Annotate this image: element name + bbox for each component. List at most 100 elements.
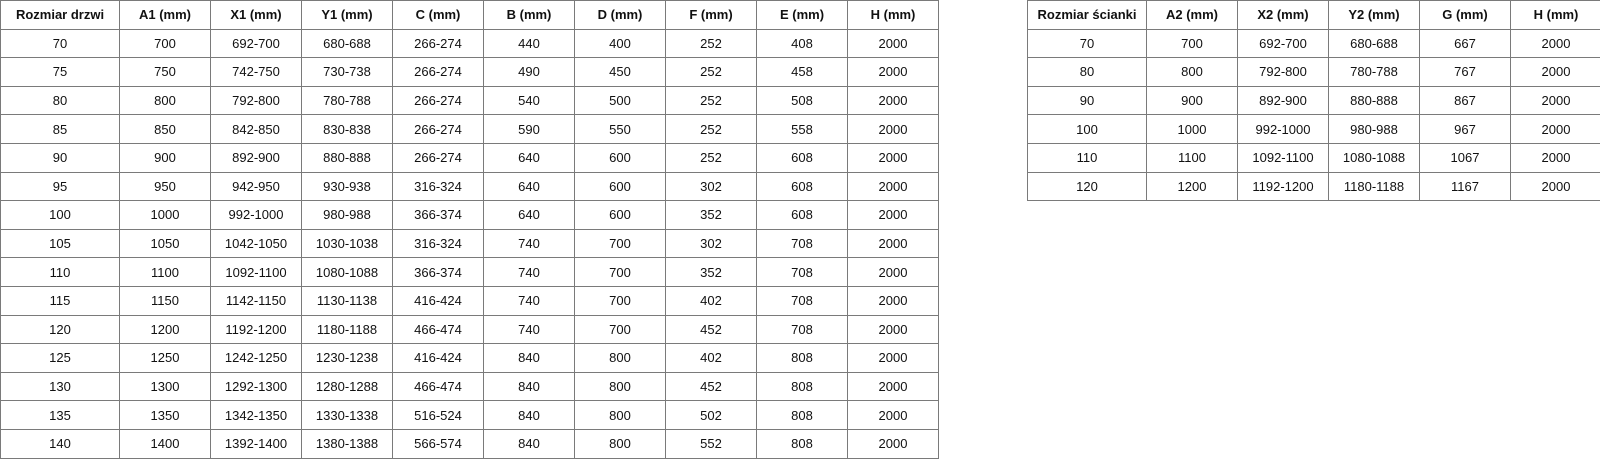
column-header: B (mm) [483, 0, 575, 30]
table-cell: 1330-1338 [301, 400, 393, 430]
table-cell: 100 [1027, 114, 1147, 144]
table-cell: 266-274 [392, 57, 484, 87]
table-cell: 600 [574, 200, 666, 230]
table-cell: 95 [0, 171, 120, 202]
table-cell: 2000 [847, 314, 939, 345]
table-cell: 140 [0, 428, 120, 459]
table-cell: 2000 [847, 343, 939, 373]
table-cell: 800 [1146, 57, 1238, 87]
table-cell: 2000 [847, 228, 939, 259]
column-header: X2 (mm) [1237, 0, 1329, 30]
column-header: G (mm) [1419, 0, 1511, 30]
table-row: 100 1000 992-1000 980-988 967 2000 [1027, 114, 1600, 144]
table-cell: 352 [665, 200, 757, 230]
table-cell: 120 [0, 314, 120, 345]
table-cell: 2000 [847, 28, 939, 59]
column-header: D (mm) [574, 0, 666, 30]
table-cell: 700 [574, 228, 666, 259]
table-cell: 742-750 [210, 57, 302, 87]
column-header: Y1 (mm) [301, 0, 393, 30]
table-cell: 1130-1138 [301, 285, 393, 316]
table-cell: 2000 [1510, 28, 1600, 59]
table-cell: 2000 [1510, 171, 1600, 202]
table-cell: 640 [483, 200, 575, 230]
table-cell: 466-474 [392, 314, 484, 345]
table-cell: 1092-1100 [1237, 142, 1329, 173]
table-cell: 808 [756, 371, 848, 402]
table-cell: 800 [574, 343, 666, 373]
table-row: 110 1100 1092-1100 1080-1088 366-374 740 700 35… [0, 257, 939, 287]
table-cell: 1200 [1146, 171, 1238, 202]
table-cell: 840 [483, 371, 575, 402]
column-header: F (mm) [665, 0, 757, 30]
table-cell: 2000 [847, 57, 939, 87]
table-cell: 708 [756, 257, 848, 287]
table-cell: 767 [1419, 57, 1511, 87]
table-cell: 930-938 [301, 171, 393, 202]
table-cell: 452 [665, 314, 757, 345]
column-header: Rozmiar drzwi [0, 0, 120, 30]
table-row: 70 700 692-700 680-688 667 2000 [1027, 28, 1600, 59]
table-row: 140 1400 1392-1400 1380-1388 566-574 840 800 55… [0, 428, 939, 459]
table-cell: 70 [0, 28, 120, 59]
table-cell: 2000 [847, 200, 939, 230]
table-cell: 730-738 [301, 57, 393, 87]
table-cell: 830-838 [301, 114, 393, 144]
table-cell: 302 [665, 171, 757, 202]
table-cell: 2000 [1510, 85, 1600, 116]
table-row: 95 950 942-950 930-938 316-324 640 600 302 608 20… [0, 171, 939, 202]
table-cell: 700 [574, 285, 666, 316]
table-cell: 1250 [119, 343, 211, 373]
table-cell: 1180-1188 [1328, 171, 1420, 202]
table-cell: 402 [665, 343, 757, 373]
table-cell: 1350 [119, 400, 211, 430]
table-row: 75 750 742-750 730-738 266-274 490 450 252 458 20… [0, 57, 939, 87]
table-cell: 352 [665, 257, 757, 287]
table-cell: 640 [483, 142, 575, 173]
table-cell: 1150 [119, 285, 211, 316]
table-cell: 1242-1250 [210, 343, 302, 373]
table-cell: 780-788 [1328, 57, 1420, 87]
wall-dimensions-table: Rozmiar ścianki A2 (mm) X2 (mm) Y2 (mm) G (m… [1027, 0, 1600, 202]
table-row: 125 1250 1242-1250 1230-1238 416-424 840 800 40… [0, 343, 939, 373]
table-cell: 1380-1388 [301, 428, 393, 459]
table-cell: 892-900 [1237, 85, 1329, 116]
table-cell: 840 [483, 400, 575, 430]
table-cell: 1300 [119, 371, 211, 402]
table-cell: 680-688 [301, 28, 393, 59]
column-header: H (mm) [1510, 0, 1600, 30]
table-cell: 252 [665, 57, 757, 87]
table-cell: 808 [756, 343, 848, 373]
table-cell: 842-850 [210, 114, 302, 144]
column-header: A1 (mm) [119, 0, 211, 30]
table-cell: 508 [756, 85, 848, 116]
table-cell: 316-324 [392, 171, 484, 202]
table-cell: 600 [574, 171, 666, 202]
table-cell: 692-700 [1237, 28, 1329, 59]
table-cell: 708 [756, 285, 848, 316]
table-row: 115 1150 1142-1150 1130-1138 416-424 740 700 40… [0, 285, 939, 316]
table-cell: 490 [483, 57, 575, 87]
table-cell: 900 [119, 142, 211, 173]
table-row: 90 900 892-900 880-888 867 2000 [1027, 85, 1600, 116]
table-cell: 452 [665, 371, 757, 402]
table-row: 120 1200 1192-1200 1180-1188 466-474 740 700 45… [0, 314, 939, 345]
table-cell: 1100 [1146, 142, 1238, 173]
table-cell: 1200 [119, 314, 211, 345]
table-cell: 2000 [847, 257, 939, 287]
table-cell: 90 [1027, 85, 1147, 116]
table-cell: 600 [574, 142, 666, 173]
table-cell: 608 [756, 142, 848, 173]
table-row: 90 900 892-900 880-888 266-274 640 600 252 608 20… [0, 142, 939, 173]
table-cell: 2000 [847, 114, 939, 144]
table-cell: 608 [756, 171, 848, 202]
table-cell: 808 [756, 400, 848, 430]
table-cell: 2000 [1510, 142, 1600, 173]
table-cell: 900 [1146, 85, 1238, 116]
table-cell: 680-688 [1328, 28, 1420, 59]
table-cell: 402 [665, 285, 757, 316]
table-cell: 608 [756, 200, 848, 230]
table-cell: 1142-1150 [210, 285, 302, 316]
table-cell: 992-1000 [210, 200, 302, 230]
table-cell: 2000 [1510, 57, 1600, 87]
